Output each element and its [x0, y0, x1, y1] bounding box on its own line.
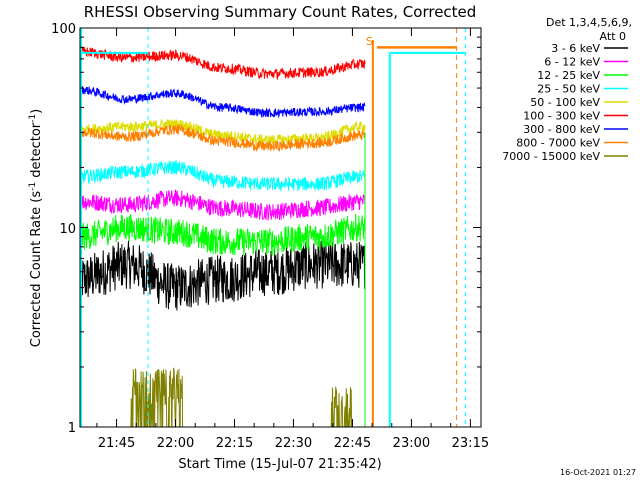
series-100-300keV: [79, 46, 366, 81]
legend-label: 7000 - 15000 keV: [502, 150, 600, 163]
series-line: [80, 367, 365, 428]
legend-label: 50 - 100 keV: [530, 96, 600, 109]
footer-date: 16-Oct-2021 01:27: [560, 468, 636, 477]
series-line: [79, 46, 366, 81]
legend-label: 100 - 300 keV: [523, 110, 600, 123]
legend-label: 25 - 50 keV: [537, 83, 600, 96]
legend-header-2: Att 0: [600, 30, 626, 43]
x-axis-label: Start Time (15-Jul-07 21:35:42): [178, 457, 381, 472]
series-line: [79, 214, 366, 257]
y-axis-label-sup-2: -1: [28, 114, 38, 123]
x-tick-label: 22:45: [334, 436, 371, 451]
series-line: [79, 85, 366, 119]
y-tick-label-1: 1: [68, 421, 76, 436]
x-tick-label: 21:45: [98, 436, 135, 451]
legend-label: 300 - 800 keV: [523, 123, 600, 136]
series-12-25keV: [79, 214, 366, 257]
series-300-800keV: [79, 85, 366, 119]
y-axis-label-main: Corrected Count Rate (s: [29, 191, 44, 348]
y-axis-label-sup-1: -1: [28, 182, 38, 191]
x-tick-label: 23:00: [393, 436, 430, 451]
x-tick-label: 23:15: [452, 436, 489, 451]
chart-title: RHESSI Observing Summary Count Rates, Co…: [84, 3, 477, 21]
series-line: [79, 124, 366, 153]
legend-label: 12 - 25 keV: [537, 69, 600, 82]
legend-label: 800 - 7000 keV: [516, 137, 600, 150]
series-line: [79, 118, 366, 145]
attenuator-marker: S: [366, 35, 373, 48]
series-line: [79, 240, 366, 311]
y-axis-label-end: ): [29, 109, 44, 114]
series-line: [79, 189, 366, 221]
y-tick-label-10: 10: [59, 222, 76, 237]
series-line: [79, 159, 366, 192]
series-3-6keV: [79, 240, 366, 311]
x-tick-label: 22:00: [157, 436, 194, 451]
series-7000-15000keV: [80, 367, 365, 428]
plot-area: [79, 28, 466, 428]
series-25-50keV: [79, 159, 366, 192]
series-800-7000keV: [79, 124, 366, 153]
y-tick-label-100: 100: [51, 22, 76, 37]
y-axis-label: Corrected Count Rate (s-1 detector-1): [28, 109, 44, 347]
legend-header-1: Det 1,3,4,5,6,9,: [546, 16, 632, 29]
legend-label: 6 - 12 keV: [544, 56, 600, 69]
x-tick-label: 22:15: [216, 436, 253, 451]
x-tick-label: 22:30: [275, 436, 312, 451]
series-50-100keV: [79, 118, 366, 145]
x-axis: 21:45 22:00 22:15 22:30 22:45 23:00 23:15: [96, 28, 489, 451]
series-6-12keV: [79, 189, 366, 221]
y-axis-label-mid: detector: [29, 122, 44, 182]
legend-label: 3 - 6 keV: [551, 42, 600, 55]
